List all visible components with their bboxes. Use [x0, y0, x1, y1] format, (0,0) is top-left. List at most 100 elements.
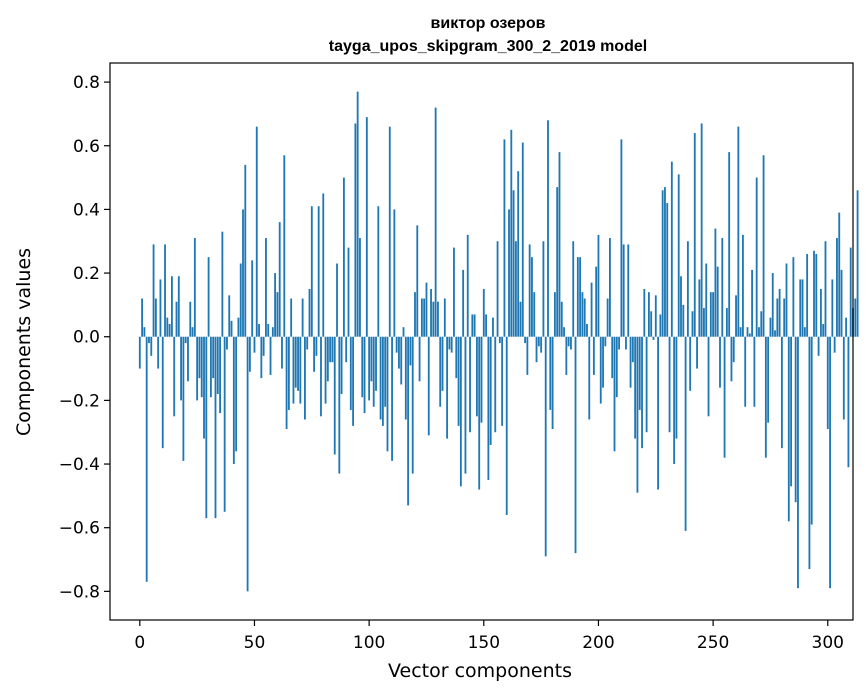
bar	[345, 336, 348, 363]
bar	[180, 336, 182, 401]
bar	[602, 336, 604, 388]
bar	[836, 238, 838, 337]
bar	[664, 187, 666, 337]
bar	[336, 263, 338, 337]
bar	[138, 336, 141, 369]
bar	[643, 288, 646, 337]
y-tick-label: 0.2	[73, 264, 100, 284]
x-tick-label: 300	[812, 633, 844, 653]
bar	[494, 336, 497, 433]
bar	[856, 190, 859, 337]
bar	[595, 266, 598, 337]
bar	[700, 123, 703, 337]
bar	[244, 164, 247, 337]
bar	[281, 336, 283, 369]
bar	[196, 336, 199, 401]
bar	[803, 327, 806, 337]
bar	[503, 139, 506, 337]
bar	[813, 250, 815, 337]
bar	[764, 336, 767, 458]
bar	[533, 292, 536, 337]
bar	[652, 336, 655, 340]
bar	[627, 244, 630, 337]
bar	[459, 336, 462, 487]
bar	[189, 301, 192, 337]
bar	[670, 161, 673, 337]
bar	[794, 336, 797, 503]
bar	[239, 263, 242, 337]
bar	[496, 241, 499, 337]
bar	[427, 336, 430, 436]
bar	[631, 336, 634, 363]
bar	[228, 295, 231, 337]
bar	[379, 336, 382, 420]
bar	[469, 336, 471, 433]
bar	[842, 336, 845, 420]
bar	[297, 336, 299, 391]
bar	[313, 336, 316, 372]
bar	[400, 336, 403, 385]
bar	[625, 336, 627, 350]
bar	[599, 336, 602, 404]
bar	[476, 336, 478, 417]
bar	[212, 336, 215, 379]
bar	[372, 336, 375, 407]
bar	[152, 244, 155, 337]
bar	[471, 314, 474, 337]
bar	[393, 209, 396, 337]
bar	[833, 336, 836, 353]
bar	[404, 336, 407, 420]
y-tick-label: 0.0	[73, 328, 100, 348]
bar	[581, 292, 584, 337]
bar	[434, 107, 437, 337]
bar	[501, 336, 504, 426]
bar	[762, 155, 765, 337]
bar	[572, 241, 575, 337]
bar	[829, 336, 831, 589]
bar	[705, 263, 708, 337]
bar	[553, 292, 556, 337]
bar	[182, 336, 185, 461]
bar	[485, 314, 487, 337]
bar	[849, 247, 852, 337]
bar	[464, 336, 467, 474]
bar	[563, 327, 565, 337]
bar	[597, 234, 600, 337]
bar	[235, 336, 238, 452]
bar	[141, 298, 144, 337]
bar	[329, 336, 332, 363]
bar	[721, 238, 724, 337]
bar	[384, 336, 387, 407]
bar	[668, 336, 671, 433]
bar	[352, 336, 354, 426]
bar	[806, 253, 809, 337]
bar	[391, 336, 393, 461]
bar	[159, 279, 162, 337]
bar	[778, 288, 781, 337]
bar	[544, 336, 547, 557]
bar	[540, 336, 543, 353]
bar	[606, 298, 609, 337]
chart-title: виктор озеров	[431, 15, 546, 32]
bar	[647, 292, 650, 337]
bar	[221, 231, 224, 337]
bar	[531, 257, 533, 337]
bar	[283, 155, 286, 337]
bar	[242, 209, 244, 337]
bar	[657, 336, 659, 490]
bar	[368, 336, 371, 401]
bar	[226, 336, 228, 350]
bar	[143, 327, 146, 337]
bar	[703, 308, 705, 337]
bar	[411, 336, 414, 474]
x-tick-label: 50	[244, 633, 266, 653]
bar	[579, 257, 582, 337]
bar	[260, 336, 263, 379]
bar	[751, 269, 754, 337]
bar	[771, 273, 774, 337]
y-tick-label: 0.4	[73, 200, 100, 220]
bar	[636, 336, 639, 493]
bar	[792, 257, 795, 337]
bar	[767, 336, 770, 423]
bar	[237, 317, 240, 337]
